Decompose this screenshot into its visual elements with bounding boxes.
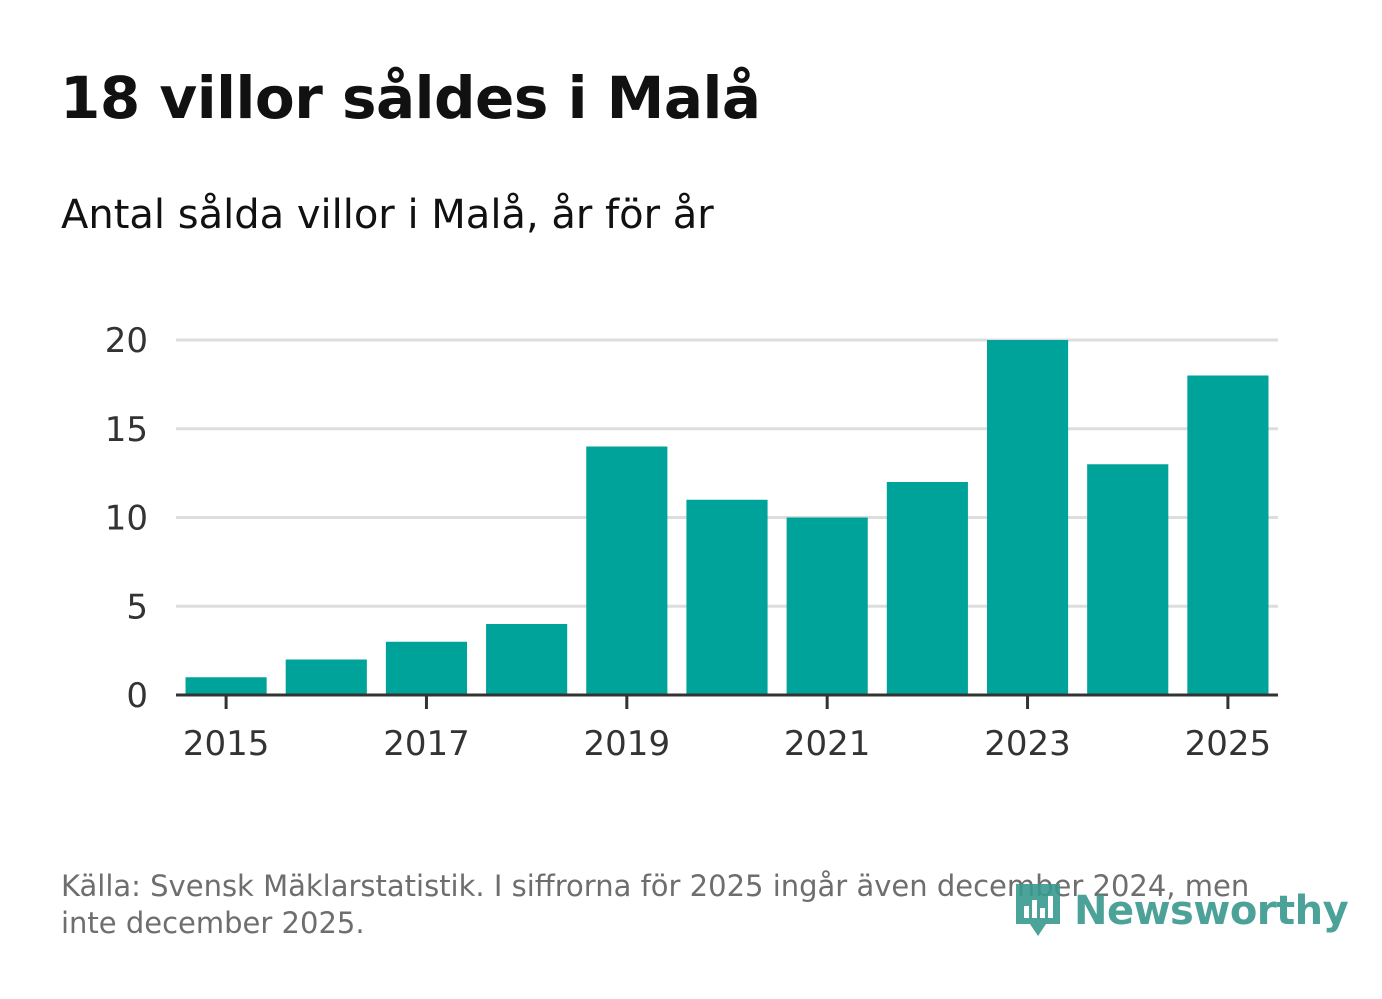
bar-2025 (1187, 375, 1269, 695)
bars (185, 340, 1269, 695)
y-axis-labels: 0 5 10 15 20 (105, 321, 148, 716)
x-tick-label: 2015 (183, 724, 270, 764)
x-axis-ticks: 2015 2017 2019 2021 2023 2025 (183, 695, 1271, 764)
bar-2019 (586, 446, 668, 695)
y-tick-label: 0 (126, 676, 148, 716)
bar-2022 (886, 482, 968, 695)
bar-chart: 0 5 10 15 20 2015 2017 2019 2021 2023 2025 (105, 321, 1278, 764)
y-tick-label: 10 (105, 499, 148, 539)
chart-title: 18 villor såldes i Malå (60, 64, 761, 132)
y-tick-label: 5 (126, 587, 148, 627)
x-tick-label: 2025 (1185, 724, 1272, 764)
bar-2021 (786, 517, 868, 695)
y-tick-label: 20 (105, 321, 148, 361)
bar-2016 (285, 659, 367, 695)
brand-name: Newsworthy (1074, 888, 1349, 934)
x-tick-label: 2017 (383, 724, 470, 764)
chart-subtitle: Antal sålda villor i Malå, år för år (61, 192, 714, 238)
bar-2023 (986, 340, 1069, 695)
bar-2017 (385, 641, 468, 695)
x-tick-label: 2023 (984, 724, 1071, 764)
bar-2024 (1087, 464, 1169, 695)
brand-logo: Newsworthy (1012, 880, 1349, 942)
x-tick-label: 2021 (784, 724, 871, 764)
y-tick-label: 15 (105, 410, 148, 450)
bar-2018 (486, 624, 568, 695)
x-tick-label: 2019 (584, 724, 671, 764)
newsworthy-logo-icon (1016, 884, 1060, 936)
bar-2015 (185, 677, 267, 695)
bar-2020 (686, 499, 768, 695)
